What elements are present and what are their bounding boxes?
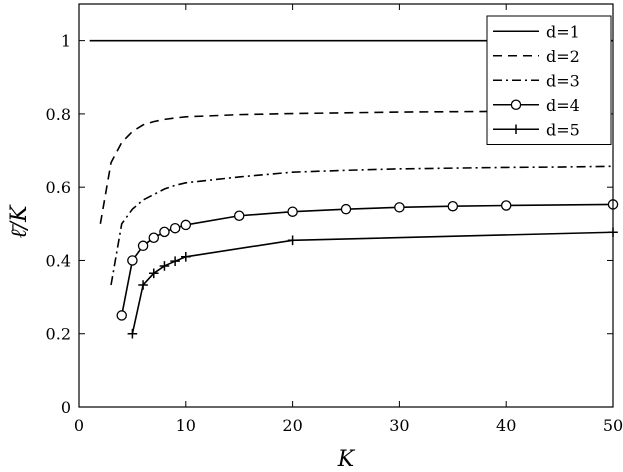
x-tick-label: 20 <box>282 416 302 435</box>
data-point-d=4 <box>180 219 192 231</box>
legend-label: d=5 <box>546 120 580 139</box>
x-tick-label: 10 <box>176 416 196 435</box>
legend-label: d=1 <box>546 22 580 41</box>
axes <box>78 3 614 408</box>
data-point-d=4 <box>394 202 405 213</box>
legend: d=1 d=2 d=3 d=4 d=5 <box>486 15 612 145</box>
data-point-d=5 <box>159 261 170 271</box>
axes-frame <box>78 3 614 408</box>
series-d=2 <box>99 109 614 224</box>
data-point-d=5 <box>287 235 298 246</box>
series-d=4 <box>116 199 619 321</box>
data-point-d=4 <box>148 232 160 243</box>
data-point-d=4 <box>500 200 512 211</box>
legend-entry-d=3: d=3 <box>493 71 580 90</box>
legend-marker <box>510 99 522 111</box>
series-line-d=5 <box>131 231 614 334</box>
y-tick-label: 1 <box>61 32 71 51</box>
x-tick-label: 50 <box>603 416 623 435</box>
legend-label: d=4 <box>546 96 580 115</box>
data-point-d=5 <box>148 268 159 279</box>
y-tick-label: 0.2 <box>46 325 71 344</box>
legend-entry-d=4: d=4 <box>493 96 580 115</box>
data-point-d=4 <box>340 203 352 215</box>
y-tick-label: 0.8 <box>46 105 71 124</box>
data-point-d=5 <box>127 328 138 339</box>
legend-marker <box>511 124 521 135</box>
y-axis-title: ℓ̄/K <box>7 204 32 239</box>
legend-label: d=3 <box>546 71 580 90</box>
legend-label: d=2 <box>546 47 580 66</box>
legend-entry-d=1: d=1 <box>493 22 580 41</box>
y-tick-label: 0.6 <box>46 178 71 197</box>
data-point-d=4 <box>137 240 149 252</box>
x-axis-title: K <box>337 447 356 472</box>
data-point-d=4 <box>447 200 459 212</box>
x-tick-label: 0 <box>74 416 84 435</box>
data-point-d=5 <box>170 256 180 266</box>
legend-entry-d=5: d=5 <box>493 120 580 139</box>
data-point-d=4 <box>169 222 181 234</box>
data-point-d=5 <box>181 251 191 262</box>
data-point-d=4 <box>127 255 138 266</box>
tick-labels: 0 10 20 30 40 50 0 0.2 0.4 0.6 0.8 1 <box>46 32 623 435</box>
data-point-d=4 <box>116 310 127 321</box>
y-tick-label: 0.4 <box>46 251 71 270</box>
data-point-d=5 <box>138 280 148 290</box>
legend-entry-d=2: d=2 <box>493 47 580 66</box>
data-point-d=4 <box>159 226 170 238</box>
series-layer <box>89 39 619 339</box>
y-tick-label: 0 <box>61 398 71 417</box>
x-tick-label: 40 <box>496 416 516 435</box>
data-point-d=4 <box>233 210 245 222</box>
series-line-d=2 <box>99 109 614 224</box>
data-point-d=4 <box>287 206 298 217</box>
x-tick-label: 30 <box>389 416 409 435</box>
